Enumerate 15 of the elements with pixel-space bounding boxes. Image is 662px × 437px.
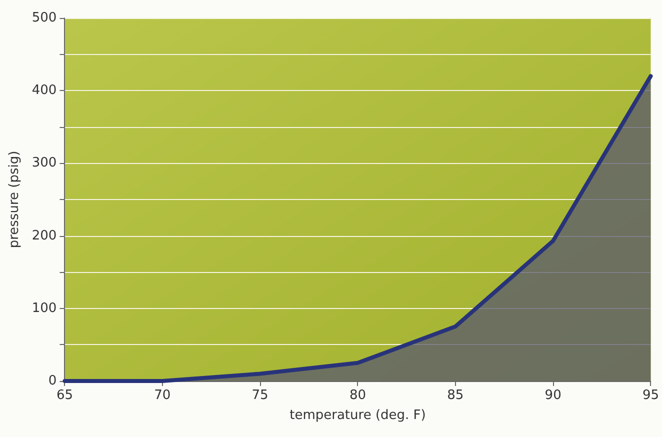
y-tick-label: 0	[48, 374, 57, 388]
x-tick-label: 85	[447, 388, 464, 403]
x-tick-label: 70	[154, 388, 171, 403]
x-tick-label: 65	[56, 388, 73, 403]
y-tick-label: 400	[32, 83, 57, 98]
x-tick-label: 80	[349, 388, 366, 403]
y-tick-label: 300	[32, 156, 57, 171]
x-tick-label: 95	[642, 388, 659, 403]
x-tick-label: 90	[544, 388, 562, 403]
x-axis-title: temperature (deg. F)	[290, 408, 426, 423]
y-tick-label: 500	[32, 10, 57, 26]
y-tick-label: 200	[32, 228, 57, 244]
x-tick-label: 75	[252, 388, 268, 403]
y-axis-title: pressure (psig)	[7, 150, 22, 248]
y-tick-label: 100	[32, 300, 57, 316]
